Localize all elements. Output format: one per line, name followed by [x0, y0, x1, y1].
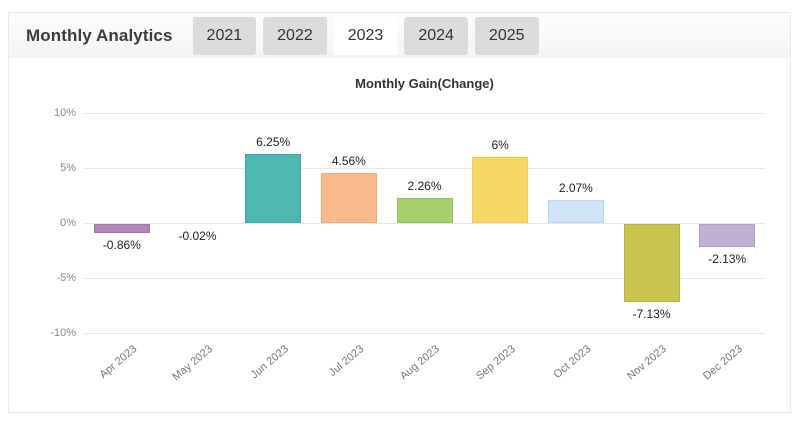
bar-value-label: 6% — [491, 138, 509, 152]
bar-value-label: 2.07% — [558, 181, 593, 196]
x-tick-label: Apr 2023 — [97, 343, 140, 381]
tab-2023[interactable]: 2023 — [333, 16, 398, 55]
bar-jun-2023[interactable] — [245, 154, 302, 223]
bar-aug-2023[interactable] — [396, 198, 453, 223]
tab-2025[interactable]: 2025 — [474, 16, 539, 55]
y-tick-label: 0% — [60, 217, 76, 229]
panel-header: Monthly Analytics 2021 2022 2023 2024 2025 — [9, 13, 790, 58]
bar-dec-2023[interactable] — [699, 224, 756, 248]
bar-value-label: -0.86% — [102, 238, 141, 253]
x-tick-label: Nov 2023 — [625, 343, 670, 383]
tab-2024[interactable]: 2024 — [404, 16, 468, 55]
y-tick-label: -5% — [56, 272, 76, 284]
chart-title: Monthly Gain(Change) — [355, 76, 494, 91]
bar-value-label: 4.56% — [331, 153, 366, 168]
gridline — [84, 168, 765, 169]
bar-sep-2023[interactable] — [472, 157, 529, 223]
tab-2021[interactable]: 2021 — [192, 16, 257, 55]
bar-value-label: 6.25% — [256, 135, 291, 150]
monthly-analytics-panel: Monthly Analytics 2021 2022 2023 2024 2025 M… — [8, 12, 791, 413]
bar-value-label: -2.13% — [708, 252, 747, 267]
bar-value-label: -7.13% — [632, 307, 671, 322]
x-tick-label: Aug 2023 — [398, 343, 443, 383]
gridline — [84, 223, 765, 224]
chart-body: Monthly Gain(Change) 10% 5% 0% -5% -10% -0.86… — [9, 58, 790, 412]
bar-value-label: -0.02% — [178, 229, 217, 244]
bar-oct-2023[interactable] — [547, 200, 604, 223]
gridline — [84, 113, 765, 114]
x-tick-label: Sep 2023 — [474, 343, 518, 383]
x-tick-label: Dec 2023 — [701, 343, 745, 383]
x-tick-label: Jul 2023 — [326, 343, 367, 379]
gridline — [84, 278, 765, 279]
y-tick-label: -10% — [50, 327, 76, 339]
bar-apr-2023[interactable] — [93, 224, 150, 234]
y-tick-label: 10% — [53, 107, 76, 119]
gridline — [84, 333, 765, 334]
bar-value-label: 2.26% — [407, 179, 442, 194]
tab-2022[interactable]: 2022 — [263, 16, 327, 55]
panel-title: Monthly Analytics — [26, 25, 173, 45]
x-tick-label: Oct 2023 — [551, 343, 594, 381]
x-tick-label: May 2023 — [170, 343, 216, 384]
bar-nov-2023[interactable] — [623, 224, 680, 303]
bar-jul-2023[interactable] — [320, 172, 377, 223]
year-tabs: 2021 2022 2023 2024 2025 — [192, 16, 539, 55]
y-tick-label: 5% — [60, 162, 76, 174]
x-tick-label: Jun 2023 — [248, 343, 291, 382]
